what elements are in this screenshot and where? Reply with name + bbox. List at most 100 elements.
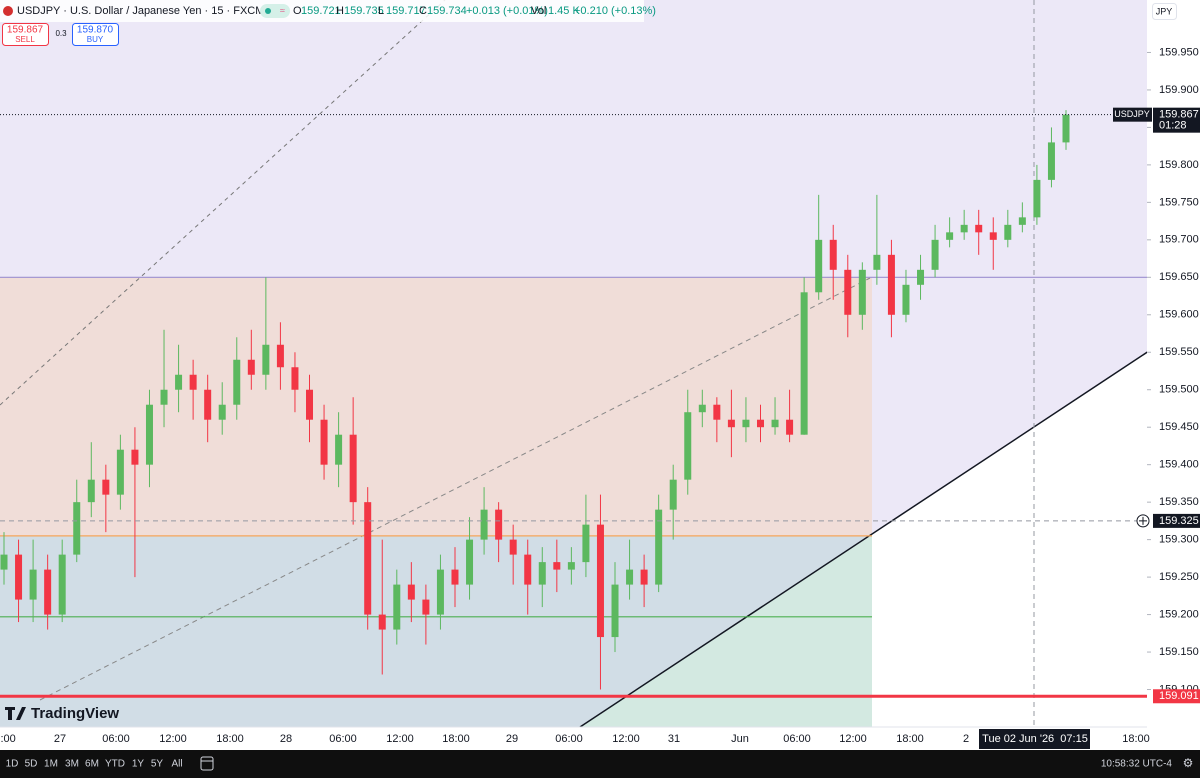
candle-body [596, 524, 604, 638]
range-button[interactable]: 1D [6, 759, 19, 770]
settings-icon[interactable]: ⚙ [1183, 756, 1194, 770]
x-tick-label: 2 [963, 733, 969, 745]
x-tick-label: 06:00 [555, 733, 583, 745]
buy-button[interactable] [72, 23, 119, 46]
currency-button[interactable] [1152, 3, 1177, 20]
range-button[interactable]: 3M [65, 759, 79, 770]
y-tick-label: 159.200 [1159, 608, 1199, 620]
candle-body [160, 389, 168, 405]
x-tick-label: 18:00 [442, 733, 470, 745]
candle-body [669, 479, 677, 510]
range-button[interactable]: 1M [44, 759, 58, 770]
candle-body [800, 292, 808, 435]
candle-body [73, 502, 81, 555]
candle-body [1018, 217, 1026, 225]
candle-body [858, 269, 866, 315]
candle-body [727, 419, 735, 428]
current-price-label [1153, 107, 1200, 133]
x-tick-label: 18:00 [896, 733, 924, 745]
sell-price: 159.867 [7, 25, 44, 36]
candle-body [553, 562, 561, 570]
candle-body [480, 509, 488, 540]
status-icon: ≈ [280, 5, 285, 15]
ohlc-value: 159.717 [386, 5, 426, 17]
resistance-zone [0, 277, 872, 536]
candle-body [451, 569, 459, 585]
ohlc-key: L [378, 5, 384, 17]
y-tick-label: 159.600 [1159, 309, 1199, 321]
candle-body [276, 344, 284, 368]
x-tick-label: 06:00 [329, 733, 357, 745]
x-tick-label: Jun [731, 733, 749, 745]
candle-body [466, 539, 474, 585]
candle-body [29, 569, 37, 600]
dashed-channel-line [39, 277, 871, 701]
symbol-tag-text: USDJPY [1114, 109, 1150, 119]
candle-body [306, 389, 314, 420]
y-tick-label: 159.250 [1159, 571, 1199, 583]
spread: 0.3 [55, 29, 67, 38]
candle-body [233, 359, 241, 405]
stop-price-label [1153, 689, 1200, 704]
candle-body [87, 479, 95, 503]
date-range-icon[interactable] [200, 756, 214, 771]
candle-body [931, 239, 939, 270]
candle-body [611, 584, 619, 638]
candle-body [349, 434, 357, 503]
candle-body [145, 404, 153, 465]
candle-body [567, 562, 575, 570]
range-button[interactable]: 6M [85, 759, 99, 770]
trend-line [579, 348, 1153, 728]
candle-body [1004, 224, 1012, 240]
x-tick-label: 31 [668, 733, 680, 745]
candle-body [538, 562, 546, 585]
status-dot [265, 8, 271, 14]
x-tick-label: 12:00 [386, 733, 414, 745]
x-tick-label: 29 [506, 733, 518, 745]
candle-body [698, 404, 706, 413]
candle-body [873, 254, 881, 270]
ohlc-key: C [419, 5, 427, 17]
symbol-flag [3, 6, 13, 16]
candle-body [378, 614, 386, 630]
candle-body [495, 509, 503, 540]
candle-body [815, 239, 823, 293]
buy-price: 159.870 [77, 25, 114, 36]
candle-body [102, 479, 110, 495]
ohlc-value: 159.735 [344, 5, 384, 17]
candle-body [189, 374, 197, 390]
range-button[interactable]: 5Y [151, 759, 164, 770]
range-button[interactable]: 5D [25, 759, 38, 770]
range-button[interactable]: YTD [105, 759, 125, 770]
x-tick-label: 12:00 [839, 733, 867, 745]
y-tick-label: 159.900 [1159, 84, 1199, 96]
candle-body [407, 584, 415, 600]
stop-price-text: 159.091 [1159, 690, 1199, 702]
range-button[interactable]: All [171, 759, 182, 770]
sell-label: SELL [15, 35, 35, 44]
candle-body [204, 389, 212, 420]
clock[interactable]: 10:58:32 UTC-4 [1101, 759, 1173, 770]
candle-body [582, 524, 590, 563]
candle-body [1047, 142, 1055, 180]
y-tick-label: 159.450 [1159, 421, 1199, 433]
candle-body [946, 232, 954, 240]
ohlc-value: 159.721 [301, 5, 341, 17]
candle-body [320, 419, 328, 465]
symbol-tag [1113, 107, 1152, 122]
candle-body [422, 599, 430, 615]
candle-body [436, 569, 444, 615]
sell-button[interactable] [2, 23, 49, 46]
range-button[interactable]: 1Y [132, 759, 145, 770]
legend-background [0, 0, 644, 22]
candle-body [975, 224, 983, 233]
candle-body [917, 269, 925, 285]
symbol-title[interactable]: USDJPY · U.S. Dollar / Japanese Yen · 15… [17, 5, 264, 17]
candle-body [335, 434, 343, 465]
status-pill[interactable] [260, 4, 290, 18]
candle-body [640, 569, 648, 585]
crosshair-price-label [1153, 513, 1200, 528]
candle-body [771, 419, 779, 428]
candle-body [116, 449, 124, 495]
